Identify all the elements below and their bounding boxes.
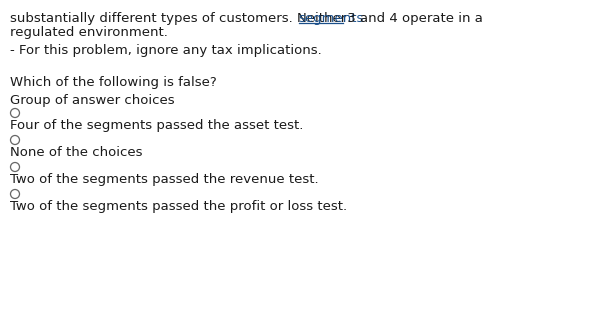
Text: Two of the segments passed the profit or loss test.: Two of the segments passed the profit or… xyxy=(10,200,347,213)
Text: None of the choices: None of the choices xyxy=(10,146,143,159)
Text: substantially different types of customers. Neither: substantially different types of custome… xyxy=(10,12,350,25)
Text: Two of the segments passed the revenue test.: Two of the segments passed the revenue t… xyxy=(10,173,319,186)
Text: segments: segments xyxy=(298,12,364,25)
Text: Group of answer choices: Group of answer choices xyxy=(10,94,175,107)
Text: - For this problem, ignore any tax implications.: - For this problem, ignore any tax impli… xyxy=(10,44,322,57)
Text: Which of the following is false?: Which of the following is false? xyxy=(10,76,217,89)
Text: Four of the segments passed the asset test.: Four of the segments passed the asset te… xyxy=(10,119,303,132)
Text: 3 and 4 operate in a: 3 and 4 operate in a xyxy=(343,12,483,25)
Text: regulated environment.: regulated environment. xyxy=(10,26,168,39)
